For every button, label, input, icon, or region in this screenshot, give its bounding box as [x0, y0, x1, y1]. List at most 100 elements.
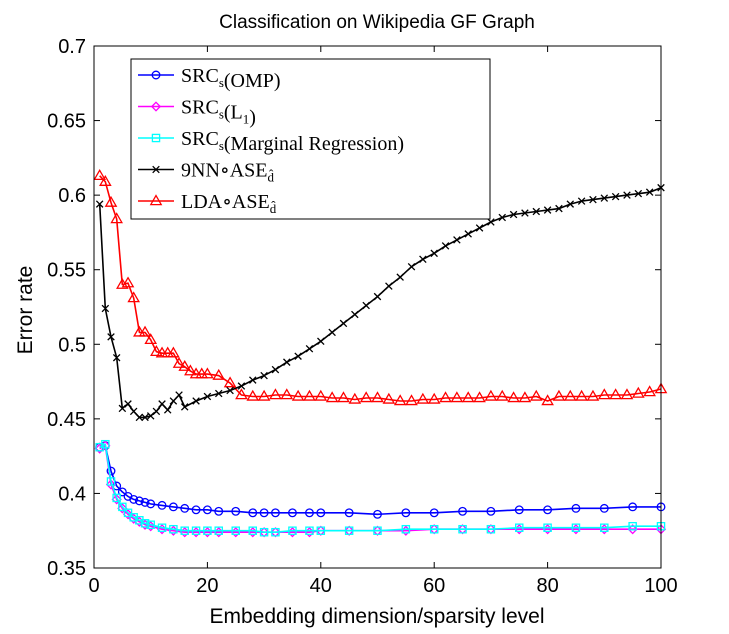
data-point — [495, 389, 509, 401]
data-point — [169, 524, 178, 534]
legend-marker — [151, 133, 161, 143]
x-axis-label: Embedding dimension/sparsity level — [209, 605, 544, 628]
data-point — [305, 345, 314, 353]
data-point — [589, 195, 597, 204]
data-point — [214, 389, 223, 398]
data-point — [316, 508, 326, 518]
data-point — [180, 526, 189, 535]
data-point — [563, 389, 577, 401]
data-point — [150, 345, 163, 356]
legend: SRCs(OMP) SRCs(L1)SRCs(Marginal Regressio… — [130, 58, 491, 220]
data-point — [135, 413, 144, 422]
data-point — [212, 368, 226, 380]
data-point — [106, 466, 116, 476]
legend-item: LDA∘ASEd̂ — [138, 191, 277, 216]
data-point — [124, 400, 132, 408]
data-point — [628, 521, 637, 531]
data-point — [111, 494, 122, 505]
data-point — [458, 524, 467, 534]
data-point — [430, 249, 438, 258]
data-point — [339, 319, 348, 328]
data-point — [305, 526, 314, 535]
data-point — [226, 386, 234, 395]
data-point — [643, 385, 656, 397]
data-point — [419, 255, 427, 264]
series-line — [99, 443, 661, 534]
data-point — [235, 388, 248, 400]
x-tick-label: 60 — [423, 575, 445, 597]
data-point — [373, 526, 382, 535]
data-point — [541, 394, 554, 406]
data-point — [123, 508, 133, 518]
data-point — [401, 508, 411, 518]
data-point — [248, 526, 258, 535]
data-point — [121, 276, 135, 288]
data-point — [316, 526, 326, 535]
data-point — [146, 520, 155, 529]
legend-label: LDA∘ASEd̂ — [181, 191, 277, 216]
data-point — [271, 365, 280, 374]
data-point — [609, 388, 622, 400]
data-point — [373, 509, 382, 519]
data-point — [112, 353, 121, 362]
data-point — [521, 209, 529, 217]
data-point — [385, 282, 393, 290]
data-point — [157, 500, 167, 510]
data-point — [223, 376, 237, 388]
data-point — [201, 367, 214, 379]
data-point — [373, 292, 382, 301]
data-point — [575, 389, 588, 401]
data-point — [429, 524, 439, 534]
data-point — [623, 191, 631, 199]
data-point — [600, 523, 609, 532]
data-point — [175, 391, 183, 399]
data-point — [178, 359, 192, 371]
data-point — [202, 505, 212, 515]
data-point — [577, 197, 586, 205]
data-point — [627, 524, 638, 535]
data-point — [458, 506, 467, 516]
data-point — [427, 392, 441, 404]
data-point — [518, 391, 532, 403]
data-point — [280, 388, 294, 400]
data-point — [586, 389, 600, 401]
data-point — [269, 388, 282, 400]
data-point — [543, 523, 552, 532]
data-point — [138, 325, 152, 337]
data-point — [169, 397, 178, 405]
data-point — [317, 337, 325, 346]
data-point — [461, 391, 475, 403]
data-point — [475, 224, 484, 232]
y-axis-label: Error rate — [14, 266, 37, 355]
data-point — [231, 506, 241, 516]
data-point — [464, 230, 472, 238]
data-point — [203, 526, 212, 535]
data-point — [416, 392, 430, 404]
data-point — [405, 394, 418, 406]
data-point — [498, 213, 506, 222]
data-point — [152, 407, 161, 416]
data-point — [101, 304, 110, 313]
data-point — [325, 391, 339, 403]
data-point — [180, 503, 190, 513]
plot-area — [93, 169, 668, 538]
y-tick-label: 0.7 — [58, 36, 86, 58]
legend-item: 9NN∘ASEd̂ — [138, 160, 274, 185]
data-point — [441, 242, 450, 250]
y-tick-label: 0.35 — [47, 558, 86, 580]
data-point — [337, 391, 350, 403]
data-point — [271, 527, 280, 537]
data-point — [214, 526, 223, 535]
legend-marker — [152, 165, 160, 174]
data-point — [371, 391, 384, 403]
data-point — [203, 392, 212, 401]
data-point — [163, 406, 172, 414]
data-point — [555, 204, 563, 213]
data-point — [305, 508, 314, 518]
data-point — [118, 404, 127, 413]
data-point — [314, 389, 328, 401]
y-tick-label: 0.5 — [58, 334, 86, 356]
data-point — [110, 212, 124, 224]
data-point — [259, 508, 269, 518]
